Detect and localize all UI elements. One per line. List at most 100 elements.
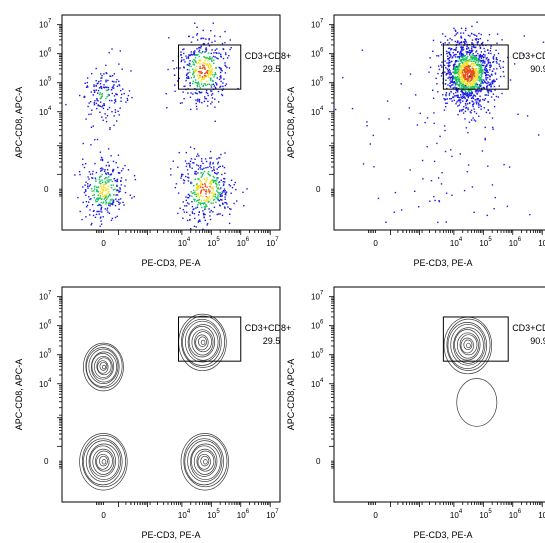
event-dot [220,85,222,88]
event-dot [192,51,195,53]
event-dot [225,191,228,193]
event-dot [202,162,204,165]
event-dot [186,202,189,204]
event-dot [496,78,498,80]
event-dot [182,201,184,203]
event-dot [199,87,201,89]
event-dot [200,181,202,183]
event-dot [104,113,106,115]
event-dot [466,82,469,84]
event-dot [482,98,484,101]
event-dot [79,210,81,213]
event-dot [475,46,477,49]
contour-line [86,347,120,387]
event-dot [111,203,114,205]
event-dot [224,64,226,66]
event-dot [117,110,119,112]
event-dot [454,34,456,37]
x-tick-exponent: 7 [275,237,279,243]
event-dot [197,187,199,189]
event-dot [107,173,110,175]
event-dot [487,165,489,167]
event-dot [461,62,464,64]
event-dot [106,86,108,88]
event-dot [102,201,105,203]
event-dot [496,42,498,44]
event-dot [465,61,468,64]
event-dot [438,68,441,71]
event-dot [189,96,192,98]
event-dot [480,90,482,93]
event-dot [471,186,474,188]
event-dot [446,98,448,100]
event-dot [201,160,203,162]
event-dot [94,162,96,165]
event-dot [182,48,184,51]
event-dot [93,84,95,86]
event-dot [203,206,206,208]
event-dot [488,34,491,36]
event-dot [493,79,495,81]
event-dot [97,104,99,106]
event-dot [195,170,197,173]
event-dot [197,193,200,195]
event-dot [210,77,212,80]
event-dot [206,83,209,86]
event-dot [186,57,188,59]
event-dot [83,96,85,98]
event-dot [96,99,98,101]
event-dot [437,55,440,57]
event-dot [98,80,100,83]
event-dot [91,204,94,206]
event-dot [490,47,492,49]
event-dot [471,51,473,53]
event-dot [118,80,120,83]
event-dot [475,77,477,79]
event-dot [469,92,471,94]
event-dot [184,61,186,63]
event-dot [480,57,483,59]
event-dot [107,195,109,197]
population-other [335,27,545,224]
event-dot [478,75,480,77]
event-dot [194,193,196,196]
event-dot [202,228,204,230]
event-dot [481,82,484,84]
event-dot [99,83,102,85]
event-dot [92,210,95,212]
event-dot [471,104,474,106]
event-dot [206,177,208,179]
event-dot [177,80,179,82]
event-dot [182,217,184,219]
event-dot [219,71,222,74]
y-tick-label: 10 [39,351,48,360]
event-dot [476,75,478,77]
y-tick-exponent: 4 [48,106,52,112]
event-dot [206,70,208,72]
event-dot [212,55,215,58]
event-dot [185,175,187,178]
event-dot [455,49,457,51]
event-dot [210,167,212,169]
event-dot [219,193,221,196]
event-dot [92,194,94,197]
event-dot [457,84,460,87]
contour-line [463,339,473,351]
event-dot [205,50,207,53]
event-dot [483,107,485,109]
event-dot [219,188,221,190]
x-tick-label: 10 [207,511,216,520]
event-dot [475,56,478,59]
event-dot [96,210,98,213]
event-dot [217,181,220,184]
event-dot [116,178,119,181]
y-tick-exponent: 5 [320,349,324,355]
event-dot [202,77,204,79]
event-dot [198,91,200,93]
event-dot [491,81,493,83]
gate-percentage: 90.9 [530,64,545,74]
event-dot [484,68,486,70]
event-dot [464,42,466,45]
event-dot [489,112,491,114]
event-dot [197,221,199,223]
